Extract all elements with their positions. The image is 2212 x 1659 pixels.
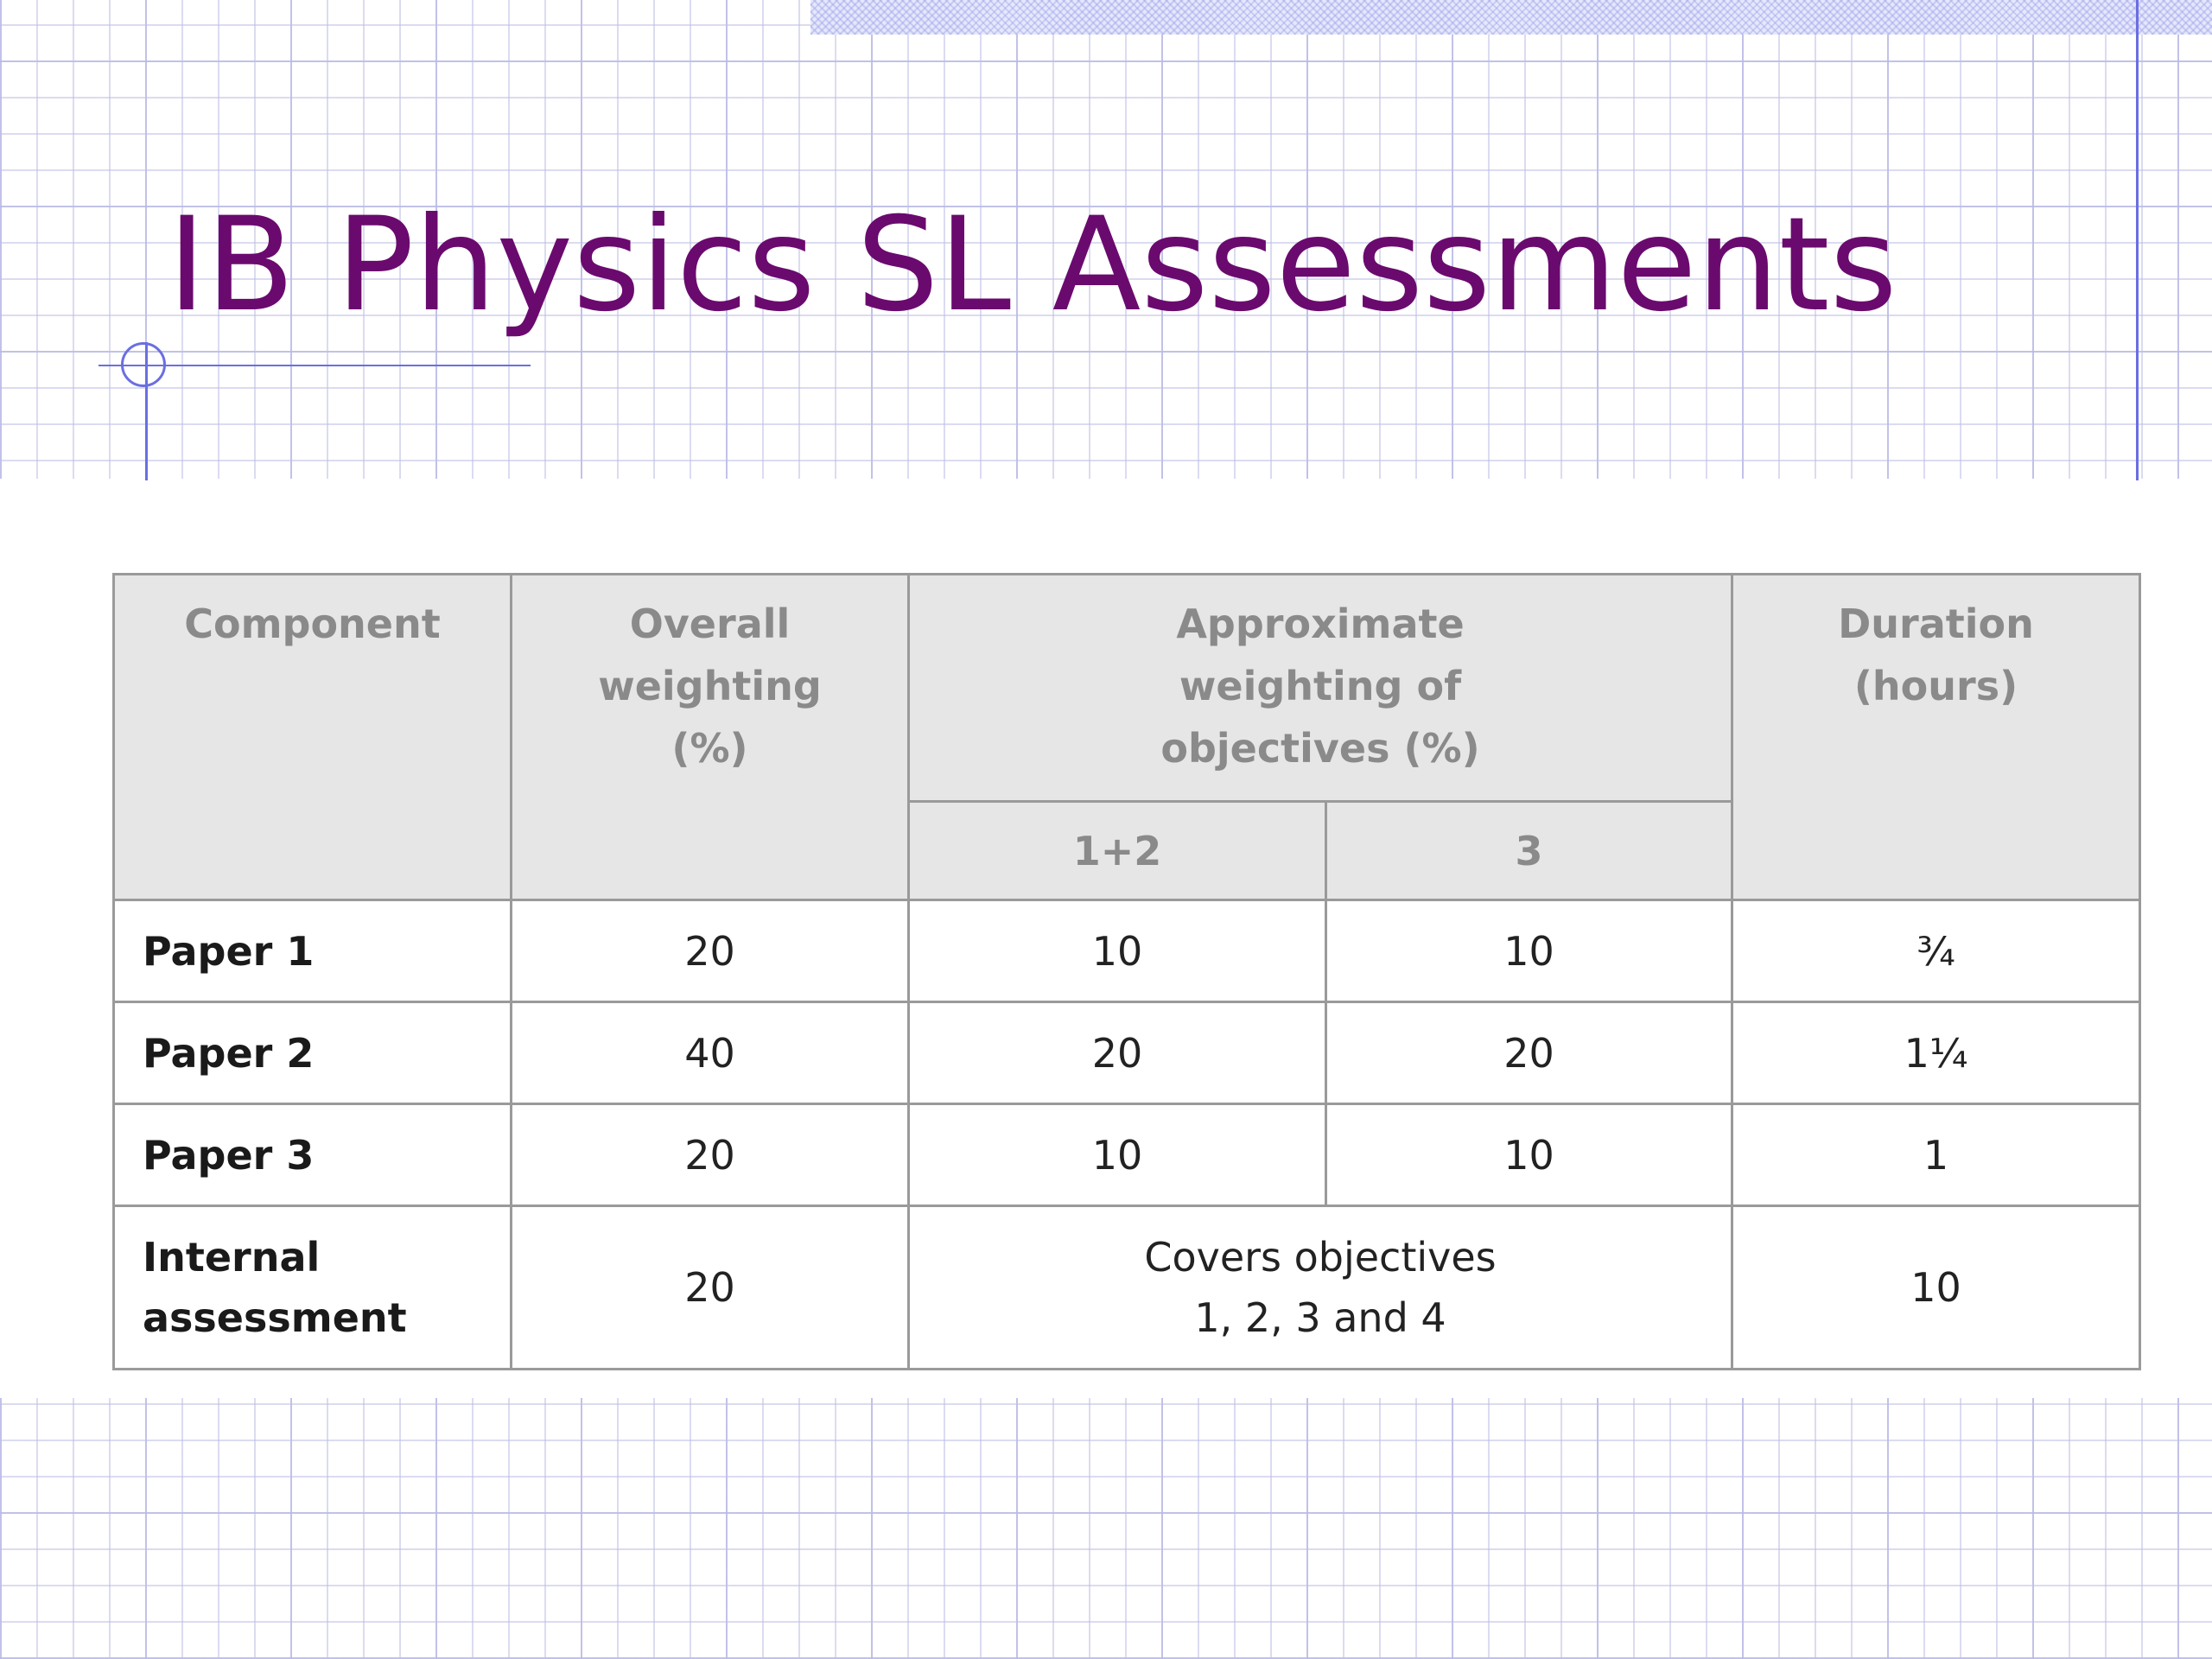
row-overall-weighting: 40 [510,1001,910,1105]
row-overall-weighting: 20 [510,1205,910,1370]
table-header: Component Overall weighting (%) Approxim… [112,573,2141,901]
row-duration: 1 [1731,1103,2141,1207]
table-row: Paper 2 40 20 20 1¼ [112,1001,2141,1105]
decorative-top-strip [810,0,2212,35]
table-row: Paper 1 20 10 10 ¾ [112,899,2141,1003]
row-overall-weighting: 20 [510,899,910,1003]
row-component: Paper 2 [112,1001,512,1105]
assessment-table: Component Overall weighting (%) Approxim… [112,573,2141,1370]
title-underline-rule [99,365,531,366]
table-row: Internal assessment 20 Covers objectives… [112,1205,2141,1370]
row-objectives-1-2: 10 [907,1103,1327,1207]
row-objectives-3: 20 [1325,1001,1733,1105]
row-objectives-3: 10 [1325,1103,1733,1207]
row-duration: ¾ [1731,899,2141,1003]
row-objectives-1-2: 20 [907,1001,1327,1105]
table-row: Paper 3 20 10 10 1 [112,1103,2141,1207]
title-circle-ornament [121,342,166,387]
row-component: Paper 1 [112,899,512,1003]
header-objectives-1-2: 1+2 [907,800,1327,901]
slide-title: IB Physics SL Assessments [168,190,1897,340]
row-duration: 10 [1731,1205,2141,1370]
row-overall-weighting: 20 [510,1103,910,1207]
header-objectives-3: 3 [1325,800,1733,901]
row-component: Internal assessment [112,1205,512,1370]
header-overall-weighting: Overall weighting (%) [510,573,910,901]
row-objectives-3: 10 [1325,899,1733,1003]
header-duration: Duration (hours) [1731,573,2141,901]
header-component: Component [112,573,512,901]
header-approximate-weighting: Approximate weighting of objectives (%) [907,573,1733,803]
row-duration: 1¼ [1731,1001,2141,1105]
row-component: Paper 3 [112,1103,512,1207]
row-objectives-1-2: 10 [907,899,1327,1003]
decorative-vertical-rule [2136,0,2139,480]
row-objectives-note: Covers objectives 1, 2, 3 and 4 [907,1205,1733,1370]
title-vertical-rule [145,342,148,480]
